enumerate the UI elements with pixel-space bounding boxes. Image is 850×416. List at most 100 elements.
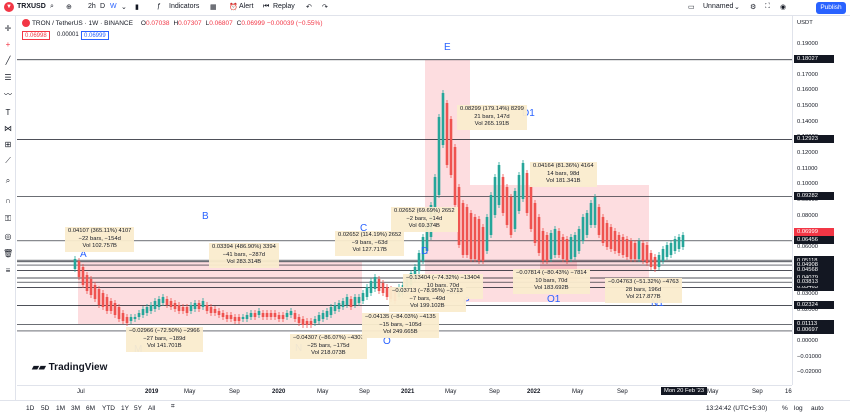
percent-toggle[interactable]: % — [782, 405, 788, 412]
undo-icon[interactable]: ↶ — [306, 4, 312, 11]
price-level-tag[interactable]: 0.04079 — [794, 273, 834, 282]
alert-button[interactable]: Alert — [239, 3, 254, 10]
measure-note[interactable]: 0.03394 (486.90%) 3394 −41 bars, −287d Vol… — [209, 243, 279, 268]
measure-note[interactable]: 0.04164 (81.36%) 4164 14 bars, 98d Vol 181… — [530, 162, 597, 187]
candles-icon[interactable]: ▮ — [135, 4, 139, 11]
replay-icon[interactable]: ⏮ — [263, 3, 270, 10]
wave-label-p[interactable]: P — [463, 296, 470, 307]
wave-label-d[interactable]: D — [421, 246, 429, 257]
wave-label-o1[interactable]: O1 — [547, 294, 561, 305]
log-toggle[interactable]: log — [794, 405, 803, 412]
object-tree-icon[interactable]: ≡ — [5, 266, 11, 275]
clock-time[interactable]: 13:24:42 (UTC+5:30) — [706, 405, 768, 412]
crosshair-icon[interactable]: ✛ — [4, 24, 12, 33]
price-level-tag[interactable]: 0.01113 — [794, 319, 834, 328]
projection-icon[interactable]: ⊞ — [4, 140, 12, 149]
price-level-tag[interactable]: 0.04568 — [794, 265, 834, 274]
ask-price[interactable]: 0.06999 — [81, 31, 109, 40]
price-level-tag[interactable]: 0.02324 — [794, 300, 834, 309]
trendline-icon[interactable]: ╱ — [5, 56, 11, 65]
range-1d[interactable]: 1D — [26, 405, 35, 412]
auto-toggle[interactable]: auto — [811, 405, 824, 412]
measure-note[interactable]: 0.04107 (365.11%) 4107 −22 bars, −154d Vol… — [65, 227, 135, 252]
price-level-tag[interactable]: 0.03813 — [794, 277, 834, 286]
chevron-down-icon[interactable]: ⌄ — [734, 4, 740, 11]
measure-note[interactable]: −0.07814 (−80.43%) −7814 10 bars, 70d Vol … — [513, 269, 590, 294]
candle-body — [93, 285, 97, 299]
zoom-icon[interactable]: ⌕ — [5, 176, 11, 185]
publish-button[interactable]: Publish — [816, 2, 846, 14]
eye-icon[interactable]: ◎ — [4, 232, 12, 241]
symbol-logo-icon[interactable]: ▼ — [4, 2, 14, 12]
symbol-search[interactable]: TRXUSD — [17, 3, 46, 10]
wave-label-c[interactable]: C — [360, 223, 368, 234]
range-all[interactable]: All — [148, 405, 156, 412]
range-5y[interactable]: 5Y — [134, 405, 142, 412]
cross-icon[interactable]: + — [5, 40, 11, 49]
candle-body — [321, 313, 325, 319]
settings-icon[interactable]: ⚙ — [750, 4, 757, 11]
interval-2h[interactable]: 2h — [88, 3, 96, 10]
goto-date-icon[interactable]: ⌗ — [171, 403, 175, 410]
pattern-icon[interactable]: ⋈ — [4, 124, 12, 133]
wave-label-e[interactable]: E — [444, 42, 451, 53]
price-level-tag[interactable]: 0.00697 — [794, 326, 834, 335]
magnet-icon[interactable]: ∩ — [5, 196, 11, 205]
lock-icon[interactable]: ⚿ — [4, 214, 12, 223]
measure-note[interactable]: −0.04307 (−86.07%) −4307 −25 bars, −175d V… — [290, 334, 367, 359]
wave-label-n1[interactable]: N1 — [651, 298, 664, 309]
layout-icon[interactable]: ▭ — [688, 4, 695, 11]
legend-title[interactable]: TRON / TetherUS · 1W · BINANCE — [31, 19, 133, 27]
ruler-icon[interactable]: ⟋ — [5, 156, 11, 165]
price-level-tag[interactable]: 0.12923 — [794, 135, 834, 144]
range-1y[interactable]: 1Y — [121, 405, 129, 412]
interval-d[interactable]: D — [100, 3, 106, 10]
measure-note[interactable]: 0.02652 (69.69%) 2652 −2 bars, −14d Vol 69… — [391, 207, 458, 232]
trash-icon[interactable]: 🗑 — [3, 249, 14, 258]
time-axis[interactable]: Jul 2019 May Sep 2020 May Sep 2021 May Sep 2022 May… — [17, 385, 792, 399]
bid-price[interactable]: 0.06998 — [22, 31, 50, 40]
range-ytd[interactable]: YTD — [102, 405, 115, 412]
search-icon[interactable]: ⌕ — [50, 3, 54, 10]
range-6m[interactable]: 6M — [86, 405, 96, 412]
price-level-tag[interactable]: 0.03463 — [794, 283, 834, 292]
measure-note[interactable]: −0.04763 (−51.32%) −4763 28 bars, 196d Vol… — [605, 278, 682, 303]
layout-name[interactable]: Unnamed — [703, 3, 734, 10]
price-level-tag[interactable]: 0.04908 — [794, 260, 834, 269]
redo-icon[interactable]: ↷ — [322, 4, 328, 11]
price-level-tag[interactable]: 0.06456 — [794, 236, 834, 245]
wave-label-a[interactable]: A — [80, 249, 87, 260]
currency-label[interactable]: USDT — [797, 20, 813, 26]
wave-label-d1[interactable]: D1 — [522, 108, 535, 119]
time-tick: May — [317, 389, 329, 395]
fib-icon[interactable]: ☰ — [4, 73, 12, 82]
price-axis[interactable]: USDT 0.19000 0.17000 0.16000 0.15000 0.14000… — [792, 16, 850, 385]
measure-note[interactable]: −0.02966 (−72.50%) −2966 −27 bars, −189d V… — [126, 327, 203, 352]
templates-icon[interactable]: ▦ — [210, 4, 217, 11]
price-level-tag[interactable]: 0.18027 — [794, 55, 834, 64]
brush-icon[interactable]: 〰 — [4, 90, 12, 99]
interval-w[interactable]: W — [110, 3, 117, 10]
range-1m[interactable]: 1M — [56, 405, 66, 412]
measure-note[interactable]: −0.03713 (−78.95%) −3713 −7 bars, −49d Vol… — [389, 287, 466, 312]
alert-icon[interactable]: ⏰ — [229, 4, 238, 11]
range-3m[interactable]: 3M — [71, 405, 81, 412]
indicators-icon[interactable]: ƒ — [157, 3, 161, 10]
compare-add-icon[interactable]: ⊕ — [66, 4, 72, 11]
indicators-button[interactable]: Indicators — [169, 3, 200, 10]
measure-note[interactable]: 0.08299 (179.14%) 8299 21 bars, 147d Vol 2… — [457, 105, 527, 130]
wave-label-o[interactable]: O — [383, 336, 391, 347]
time-tick: Sep — [489, 389, 500, 395]
chart-pane[interactable]: ABCDED1E1MNOPO1N10.04107 (365.11%) 4107−… — [17, 16, 792, 385]
replay-button[interactable]: Replay — [273, 3, 295, 10]
measure-note[interactable]: 0.02652 (114.19%) 2652 −9 bars, −63d Vol 1… — [335, 231, 405, 256]
chevron-down-icon[interactable]: ⌄ — [121, 4, 127, 11]
price-level-tag[interactable]: 0.09282 — [794, 192, 834, 201]
wave-label-b[interactable]: B — [202, 211, 209, 222]
measure-note[interactable]: −0.04135 (−84.03%) −4135 −15 bars, −105d V… — [362, 313, 439, 338]
text-icon[interactable]: T — [5, 108, 11, 117]
range-5d[interactable]: 5D — [41, 405, 50, 412]
fullscreen-icon[interactable]: ⛶ — [765, 3, 770, 10]
price-level-tag[interactable]: 0.06999 — [794, 227, 834, 236]
snapshot-icon[interactable]: ◉ — [780, 4, 787, 11]
